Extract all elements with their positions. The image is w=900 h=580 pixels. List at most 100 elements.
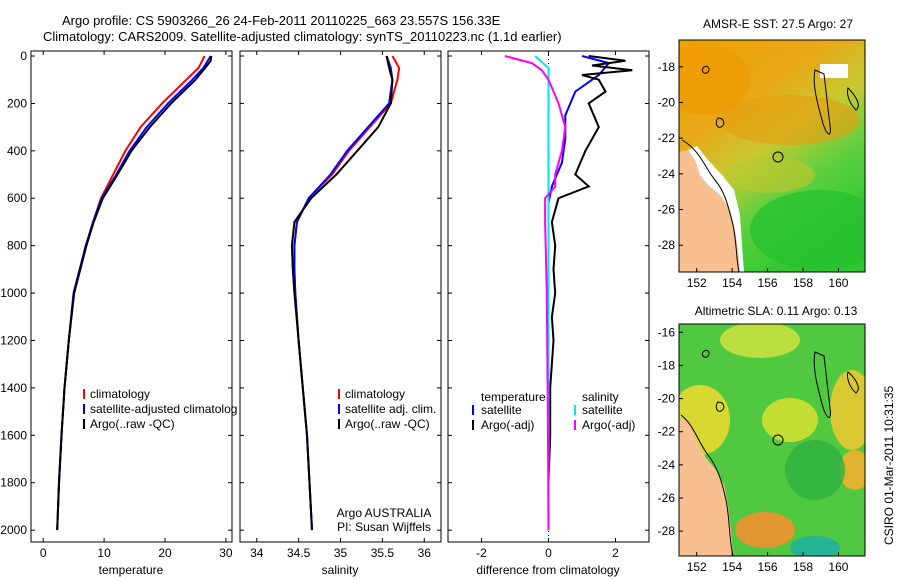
salinity-xtick-label: 35.5 <box>371 546 395 560</box>
sla_map-lon-label: 158 <box>793 560 813 574</box>
sla_map-lat-label: -20 <box>658 392 676 406</box>
temperature-series-climatology <box>56 55 206 531</box>
sla-reef-outline-3 <box>702 349 710 358</box>
temperature-legend-label: climatology <box>90 387 150 401</box>
sla-coastline <box>680 414 734 556</box>
sst_map-lon-label: 152 <box>687 276 707 290</box>
salinity-xlabel: salinity <box>322 563 359 577</box>
salinity-axes-box <box>239 50 442 543</box>
temperature-xtick-label: 10 <box>97 546 111 560</box>
sst-australia-land <box>679 150 740 272</box>
sst-map-title: AMSR-E SST: 27.5 Argo: 27 <box>703 17 853 31</box>
sla-teal-south <box>790 536 840 556</box>
sla-green-center <box>785 440 845 500</box>
figure-title-line2: Climatology: CARS2009. Satellite-adjuste… <box>43 29 562 44</box>
sst_map-lat-label: -18 <box>658 60 676 74</box>
salinity-xtick-label: 34.5 <box>287 546 311 560</box>
difference-xtick-label: -2 <box>476 546 487 560</box>
salinity-legend-label: Argo(..raw -QC) <box>345 417 430 431</box>
sst-reef-outline-4 <box>715 117 725 128</box>
difference-xtick-label: 0 <box>545 546 552 560</box>
temperature-xtick-label: 0 <box>40 546 47 560</box>
sla-australia-land <box>679 418 733 556</box>
sst-map-frame <box>678 39 866 273</box>
sst-warm-patch-2 <box>720 95 860 145</box>
figure-title-line1: Argo profile: CS 5903266_26 24-Feb-2011 … <box>62 13 501 28</box>
sla-orange-south <box>735 512 795 548</box>
temperature-xlabel: temperature <box>99 563 164 577</box>
sst-cool-patch <box>750 190 865 270</box>
sst_map-lon-label: 158 <box>793 276 813 290</box>
sst_map-lat-label: -28 <box>658 238 676 252</box>
sla-reef-outline-2 <box>847 371 859 394</box>
temperature-legend-label: satellite-adjusted climatolog <box>90 402 237 416</box>
sst-argo-marker <box>772 151 784 163</box>
diff-legend-label-right: Argo(-adj) <box>582 418 635 432</box>
csiro-timestamp: CSIRO 01-Mar-2011 10:31:35 <box>882 385 896 545</box>
sst_map-lon-label: 154 <box>722 276 742 290</box>
sla-argo-marker <box>772 434 784 446</box>
depth-tick-label: 1000 <box>0 286 27 300</box>
difference-xlabel: difference from climatology <box>476 563 619 577</box>
sst-yellow-patch <box>725 157 815 193</box>
sst-reef-outline-2 <box>847 87 859 111</box>
salinity-xtick-label: 34 <box>250 546 264 560</box>
temperature-xtick-label: 20 <box>158 546 172 560</box>
sla_map-lon-label: 156 <box>758 560 778 574</box>
sla-reef-outline-4 <box>715 401 725 412</box>
temperature-series-argo-raw-qc- <box>56 55 213 531</box>
sst_map-lat-label: -24 <box>658 167 676 181</box>
sla_map-lat-label: -16 <box>658 325 676 339</box>
sla-yellow-north <box>720 324 800 358</box>
sla-reef-outline <box>813 351 831 418</box>
sla_map-lat-label: -18 <box>658 358 676 372</box>
temperature-axes-box <box>30 50 233 543</box>
temperature-legend-label: Argo(..raw -QC) <box>90 417 175 431</box>
sla_map-lat-label: -24 <box>658 458 676 472</box>
diff-legend-label-left: Argo(-adj) <box>481 418 534 432</box>
sst_map-lat-label: -22 <box>658 131 676 145</box>
sla-map-frame <box>678 323 866 557</box>
difference-series-salinity-argo-adj- <box>504 55 567 531</box>
sst-nodata-strip <box>688 146 744 272</box>
depth-tick-label: 1400 <box>0 381 27 395</box>
sla_map-lat-label: -26 <box>658 491 676 505</box>
depth-tick-label: 1200 <box>0 333 27 347</box>
salinity-legend-label: satellite adj. clim. <box>345 402 436 416</box>
depth-tick-label: 1800 <box>0 476 27 490</box>
depth-tick-label: 800 <box>7 239 27 253</box>
sst_map-lon-label: 156 <box>758 276 778 290</box>
depth-tick-label: 200 <box>7 96 27 110</box>
sla-yellow-east <box>830 370 865 450</box>
annotation-line1: Argo AUSTRALIA <box>337 506 432 520</box>
temperature-xtick-label: 30 <box>219 546 233 560</box>
sla_map-lat-label: -22 <box>658 425 676 439</box>
salinity-xtick-label: 35 <box>334 546 348 560</box>
sst-reef-outline-3 <box>702 65 710 74</box>
diff-legend-label-right: satellite <box>582 403 623 417</box>
sst_map-lat-label: -20 <box>658 95 676 109</box>
sla-map-panel: Altimetric SLA: 0.11 Argo: 0.13 152 154 15… <box>658 304 866 574</box>
salinity-xtick-label: 36 <box>418 546 432 560</box>
salinity-series-climatology <box>293 55 401 531</box>
annotation-line2: PI: Susan Wijffels <box>337 520 431 534</box>
sst-map-panel: AMSR-E SST: 27.5 Argo: 27 152 154 156 158 16… <box>658 17 866 290</box>
sla_map-lon-label: 154 <box>722 560 742 574</box>
salinity-series-argo-raw-qc- <box>290 55 394 531</box>
diff-legend-label-left: satellite <box>481 403 522 417</box>
sst-warm-patch <box>679 45 750 115</box>
difference-xtick-label: 2 <box>612 546 619 560</box>
sst-nodata-patch <box>820 64 848 78</box>
temperature-panel: 0 10 20 30 0 200 400 600 800 1000 1200 1400 1600 1800… <box>0 49 237 577</box>
sst-reef-outline <box>813 69 831 135</box>
difference-series-salinity-satellite <box>534 55 550 531</box>
diff-legend-temperature-title: temperature <box>481 390 546 404</box>
depth-tick-label: 400 <box>7 144 27 158</box>
depth-tick-label: 0 <box>20 49 27 63</box>
sla_map-lon-label: 160 <box>828 560 848 574</box>
sla-yellow-center <box>762 398 818 442</box>
sst-coastline <box>681 139 740 272</box>
depth-tick-label: 2000 <box>0 523 27 537</box>
